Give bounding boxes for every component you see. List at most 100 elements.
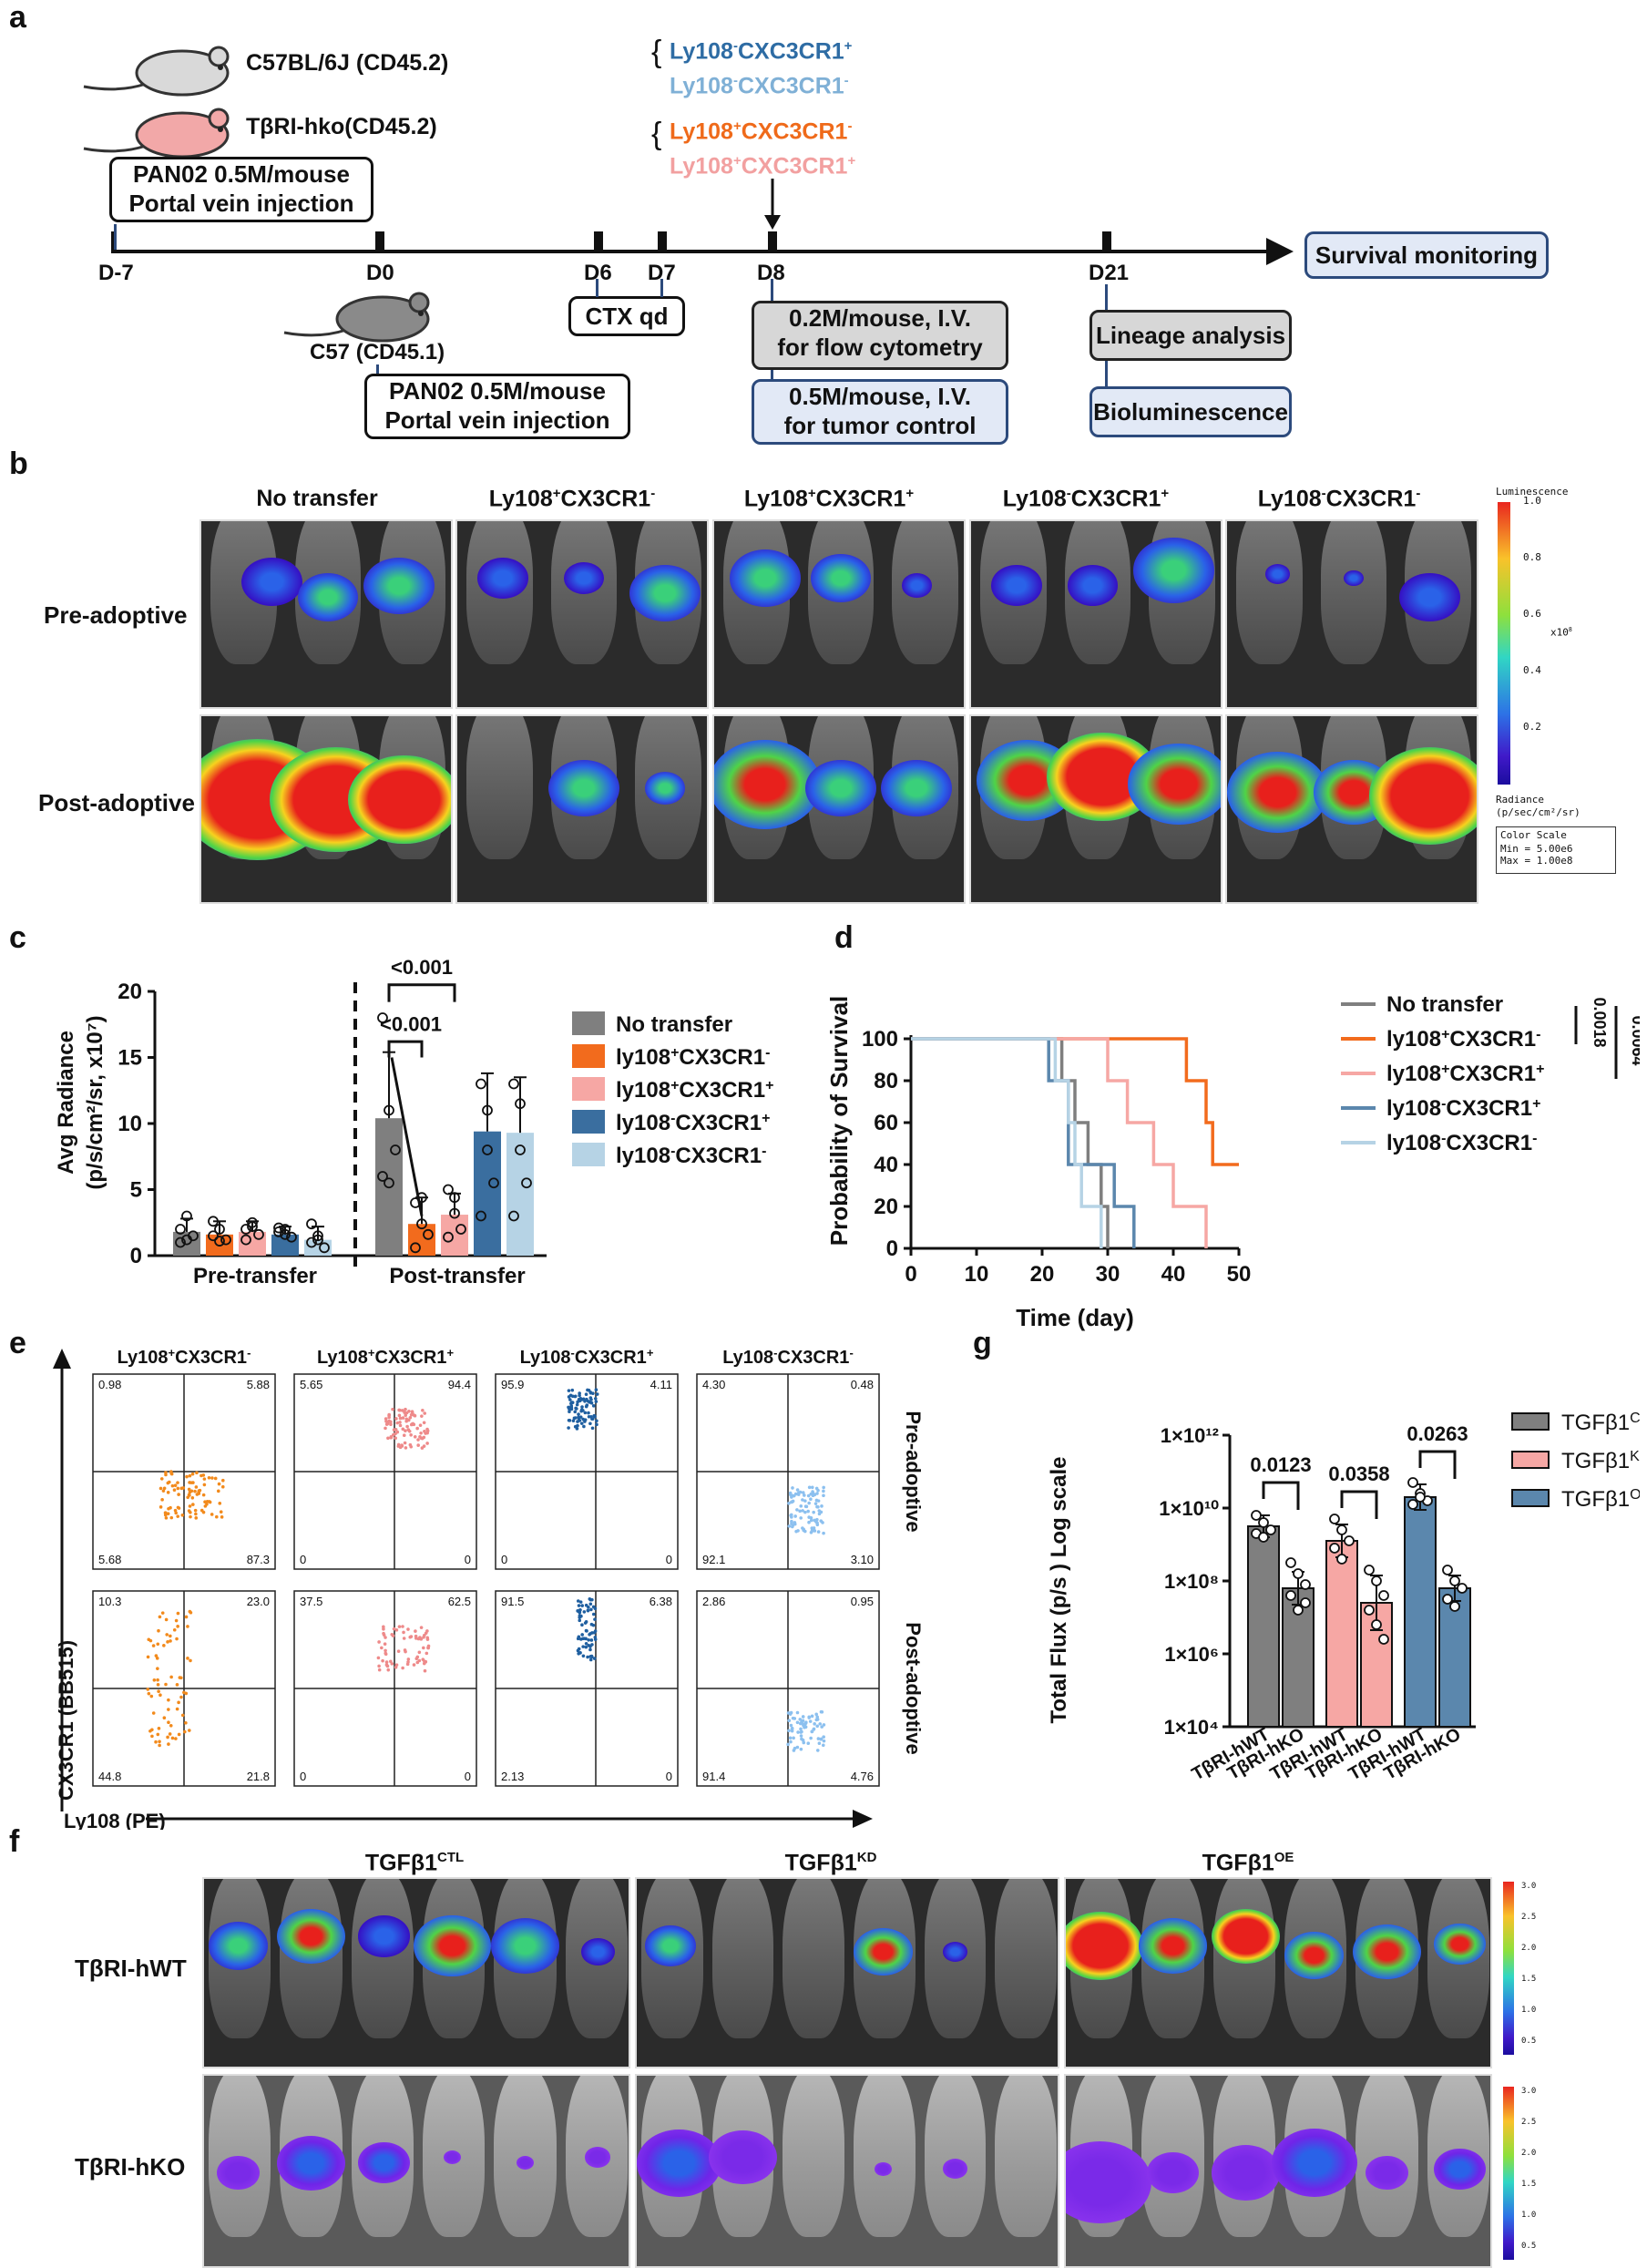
event-dot — [199, 1508, 204, 1513]
group-label: No transfer — [189, 486, 445, 512]
luminescence-signal — [363, 557, 435, 614]
y-tick-label: 1×10⁸ — [1164, 1570, 1219, 1593]
event-dot — [404, 1413, 408, 1418]
data-point — [208, 1216, 219, 1227]
p-value-label: 0.0018 — [1591, 997, 1609, 1047]
connector — [114, 224, 117, 250]
tumor-control-box: 0.5M/mouse, I.V. for tumor control — [752, 379, 1008, 445]
quadrant-percent: 62.5 — [448, 1595, 471, 1608]
p-value-label: 0.0123 — [1250, 1453, 1311, 1476]
event-dot — [568, 1410, 571, 1414]
event-dot — [584, 1392, 588, 1397]
event-dot — [577, 1651, 580, 1656]
event-dot — [796, 1529, 800, 1533]
event-dot — [815, 1492, 819, 1495]
event-dot — [406, 1428, 411, 1432]
label-part: ly108 — [616, 1111, 670, 1135]
label-part: - — [844, 73, 849, 88]
event-dot — [384, 1652, 388, 1657]
event-dot — [580, 1623, 584, 1627]
label-part: CX3CR1 — [675, 1111, 762, 1135]
event-dot — [593, 1397, 598, 1401]
event-dot — [796, 1730, 800, 1734]
event-dot — [205, 1500, 210, 1503]
label-part: + — [1536, 1062, 1544, 1077]
event-dot — [413, 1434, 417, 1439]
event-dot — [179, 1486, 184, 1491]
quadrant-percent: 95.9 — [501, 1378, 524, 1391]
event-dot — [186, 1495, 189, 1500]
event-dot — [169, 1515, 174, 1520]
luminescence-signal — [709, 2129, 777, 2185]
event-dot — [811, 1492, 815, 1495]
event-dot — [576, 1648, 580, 1653]
event-dot — [221, 1478, 225, 1483]
event-dot — [813, 1722, 816, 1726]
event-dot — [795, 1710, 800, 1715]
event-dot — [581, 1654, 586, 1658]
event-dot — [167, 1698, 170, 1702]
event-dot — [164, 1516, 169, 1520]
data-point — [1371, 1619, 1382, 1630]
legend-sup: KD — [1630, 1449, 1640, 1464]
event-dot — [819, 1737, 824, 1741]
label-part: Ly108 — [722, 1348, 773, 1368]
data-point — [1457, 1583, 1468, 1594]
panel-letter-d: d — [834, 920, 854, 955]
flow-column-label: Ly108+CX3CR1+ — [317, 1346, 454, 1369]
event-dot — [580, 1633, 584, 1637]
label-part: TGFβ1 — [364, 1850, 437, 1876]
event-dot — [788, 1712, 793, 1716]
mouse-body — [924, 2076, 987, 2238]
event-dot — [150, 1734, 154, 1739]
legend-label: TGFβ1OE — [1561, 1487, 1640, 1513]
imaging-photo — [1064, 2074, 1492, 2268]
quadrant-percent: 0.98 — [98, 1378, 121, 1391]
connector — [771, 370, 773, 383]
event-dot — [156, 1683, 160, 1687]
mouse-body — [466, 716, 533, 859]
event-dot — [159, 1486, 163, 1491]
y-axis-label: Probability of Survival — [829, 996, 853, 1247]
event-dot — [376, 1656, 381, 1660]
scale-tick: 2.5 — [1521, 2118, 1537, 2127]
label-part: + — [732, 153, 742, 169]
event-dot — [576, 1423, 579, 1428]
event-dot — [210, 1513, 214, 1516]
luminescence-signal — [1067, 565, 1119, 606]
event-dot — [396, 1649, 401, 1653]
event-dot — [405, 1424, 409, 1429]
bar — [1404, 1496, 1437, 1728]
quadrant-percent: 4.76 — [851, 1770, 874, 1783]
luminescence-signal — [629, 564, 701, 622]
data-point — [286, 1231, 297, 1243]
x-axis-label: Ly108 (PE) — [64, 1810, 166, 1830]
label-part: - — [765, 1045, 770, 1061]
luminescence-signal — [1368, 746, 1477, 845]
event-dot — [401, 1416, 405, 1420]
event-dot — [580, 1405, 584, 1409]
event-dot — [591, 1404, 596, 1408]
event-dot — [787, 1524, 792, 1528]
event-dot — [810, 1714, 814, 1719]
event-dot — [173, 1483, 178, 1488]
event-dot — [425, 1651, 429, 1656]
data-point — [1300, 1579, 1311, 1590]
event-dot — [587, 1637, 590, 1642]
imaging-photo — [969, 519, 1222, 709]
event-dot — [822, 1485, 825, 1490]
event-dot — [172, 1488, 177, 1493]
event-dot — [401, 1427, 405, 1432]
row-label-hwt: TβRI-hWT — [75, 1955, 187, 1982]
event-dot — [803, 1493, 806, 1497]
event-dot — [585, 1403, 589, 1407]
event-dot — [167, 1720, 170, 1725]
group-label: Ly108-CX3CR1+ — [958, 486, 1213, 512]
event-dot — [402, 1630, 405, 1635]
label-part: + — [762, 1111, 770, 1126]
label-part: - — [247, 1346, 251, 1360]
imaging-photo — [635, 2074, 1059, 2268]
event-dot — [156, 1667, 159, 1670]
event-dot — [595, 1422, 598, 1427]
label-part: Ly108 — [670, 38, 733, 65]
